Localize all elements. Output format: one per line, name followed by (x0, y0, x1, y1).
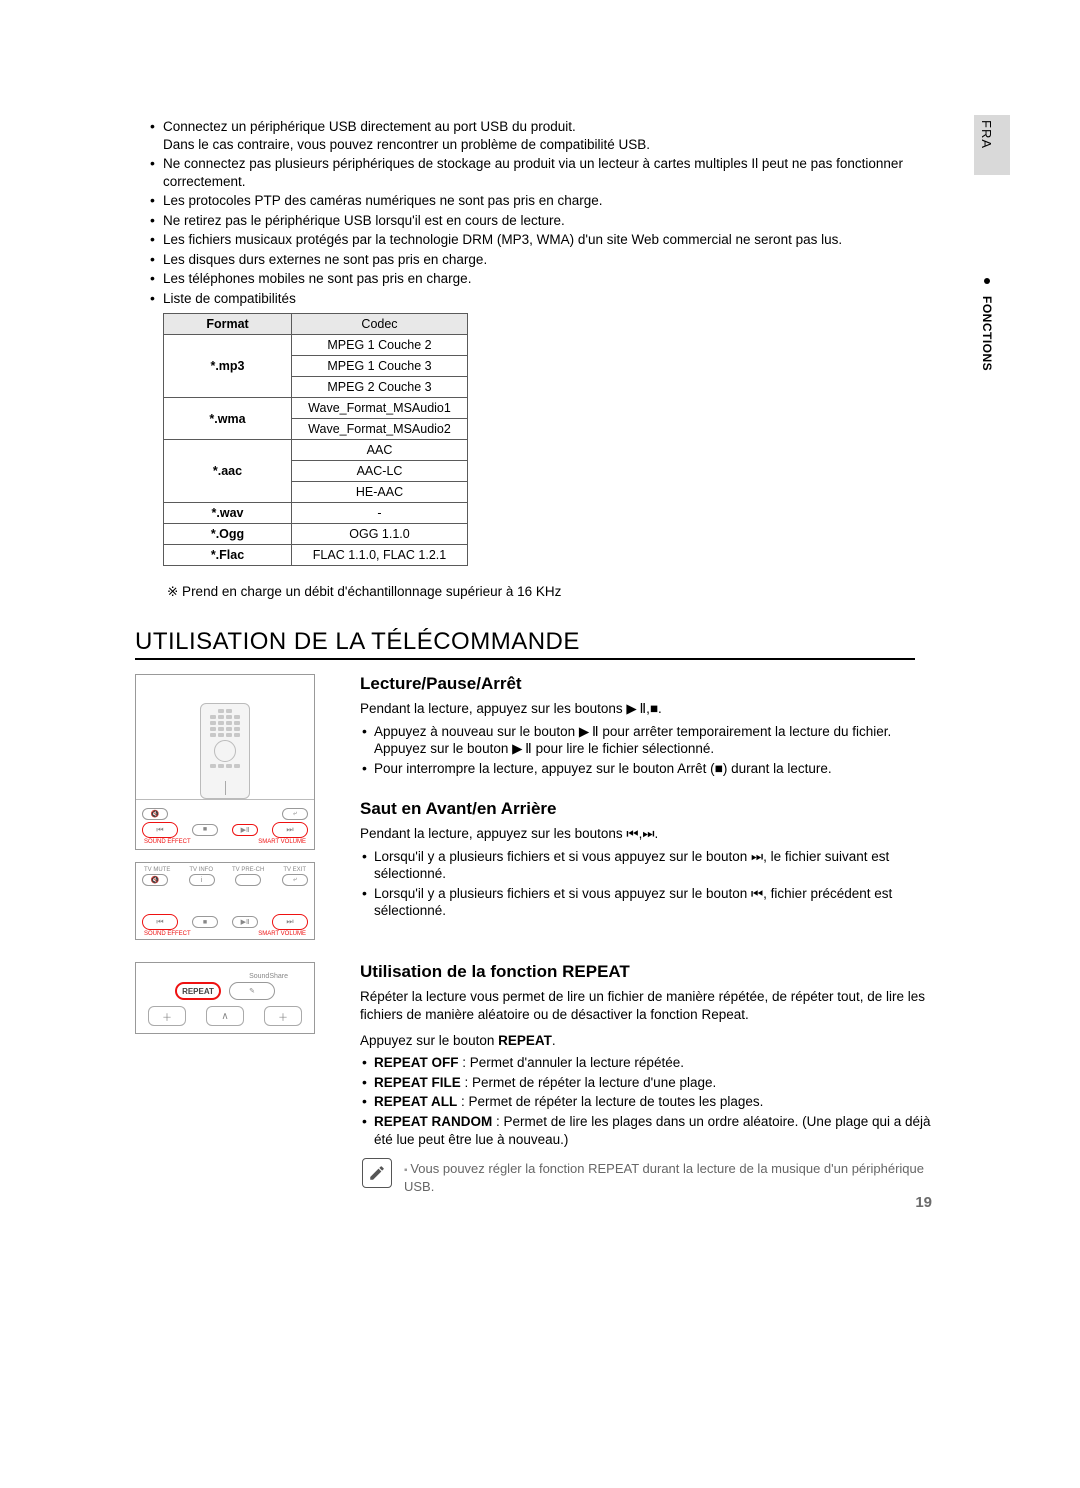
tv-buttons-illustration: TV MUTE TV INFO TV PRE-CH TV EXIT 🔇 i ⤶ (135, 862, 315, 940)
list-item: Lorsqu'il y a plusieurs fichiers et si v… (374, 885, 935, 920)
tv-exit-icon: ⤶ (282, 874, 308, 886)
sidebar-lang: FRA (979, 120, 994, 149)
top-bullet-item: Connectez un périphérique USB directemen… (163, 118, 935, 153)
compat-table: Format Codec *.mp3MPEG 1 Couche 2MPEG 1 … (163, 313, 468, 566)
codec-cell: MPEG 1 Couche 2 (292, 335, 468, 356)
list-item: Lorsqu'il y a plusieurs fichiers et si v… (374, 848, 935, 883)
codec-cell: FLAC 1.1.0, FLAC 1.2.1 (292, 545, 468, 566)
list-item: Appuyez à nouveau sur le bouton ▶ Ⅱ pour… (374, 723, 935, 758)
next-icon: ⏭ (272, 822, 308, 838)
page-title: UTILISATION DE LA TÉLÉCOMMANDE (135, 628, 935, 656)
mute-icon: 🔇 (142, 808, 168, 820)
tv-mute-icon: 🔇 (142, 874, 168, 886)
sidebar-section: FONCTIONS (980, 296, 994, 371)
table-row: *.wav- (164, 503, 468, 524)
repeat-note-text: Vous pouvez régler la fonction REPEAT du… (404, 1158, 935, 1195)
top-bullet-list: Connectez un périphérique USB directemen… (135, 118, 935, 307)
play-pause-icon-2: ▶Ⅱ (232, 916, 258, 928)
prev-icon: ⏮ (142, 822, 178, 838)
plus-icon-right: ＋ (264, 1006, 302, 1026)
up-chevron-icon: ∧ (206, 1006, 244, 1026)
title-rule (135, 658, 915, 660)
zoom-label-right: SMART VOLUME (258, 839, 306, 845)
sect3-lead: Répéter la lecture vous permet de lire u… (360, 988, 935, 1024)
codec-cell: AAC-LC (292, 461, 468, 482)
sect3-title: Utilisation de la fonction REPEAT (360, 962, 935, 982)
stop-icon: ■ (192, 824, 218, 836)
tv-label-mute: TV MUTE (144, 867, 170, 873)
top-bullet-item: Ne connectez pas plusieurs périphériques… (163, 155, 935, 190)
zoom-label-left-2: SOUND EFFECT (144, 931, 191, 937)
codec-cell: AAC (292, 440, 468, 461)
top-bullet-item: Les téléphones mobiles ne sont pas pris … (163, 270, 935, 288)
repeat-button-icon: REPEAT (175, 982, 221, 1000)
table-row: *.mp3MPEG 1 Couche 2 (164, 335, 468, 356)
table-row: *.wmaWave_Format_MSAudio1 (164, 398, 468, 419)
prev-icon-2: ⏮ (142, 914, 178, 930)
soundshare-label: SoundShare (249, 973, 288, 980)
codec-cell: MPEG 1 Couche 3 (292, 356, 468, 377)
pencil-icon (362, 1158, 392, 1188)
codec-cell: - (292, 503, 468, 524)
top-bullet-item: Ne retirez pas le périphérique USB lorsq… (163, 212, 935, 230)
sidebar-dot (984, 278, 990, 284)
format-cell: *.Ogg (164, 524, 292, 545)
table-footnote: ※ Prend en charge un débit d'échantillon… (167, 584, 935, 600)
th-codec: Codec (292, 314, 468, 335)
list-item: REPEAT OFF : Permet d'annuler la lecture… (374, 1054, 935, 1072)
codec-cell: OGG 1.1.0 (292, 524, 468, 545)
table-row: *.aacAAC (164, 440, 468, 461)
page-number: 19 (915, 1194, 932, 1211)
tv-prech-icon (235, 874, 261, 886)
sect3-press: Appuyez sur le bouton REPEAT. (360, 1032, 935, 1050)
repeat-note: Vous pouvez régler la fonction REPEAT du… (360, 1158, 935, 1195)
soundshare-button-icon: ✎ (229, 982, 275, 1000)
top-bullet-item: Liste de compatibilités (163, 290, 935, 308)
remote-illustration: 🔇 ⤶ ⏮ ■ ▶Ⅱ ⏭ SOUND EFFECT SMART VOLUME (135, 674, 315, 850)
section-repeat: Utilisation de la fonction REPEAT Répéte… (360, 962, 935, 1195)
sect1-lead: Pendant la lecture, appuyez sur les bout… (360, 700, 935, 718)
list-item: REPEAT ALL : Permet de répéter la lectur… (374, 1093, 935, 1111)
repeat-illustration: SoundShare REPEAT ✎ ＋ ∧ ＋ (135, 962, 315, 1034)
codec-cell: Wave_Format_MSAudio2 (292, 419, 468, 440)
sect1-title: Lecture/Pause/Arrêt (360, 674, 935, 694)
tv-info-icon: i (189, 874, 215, 886)
list-item: REPEAT RANDOM : Permet de lire les plage… (374, 1113, 935, 1148)
tv-label-info: TV INFO (189, 867, 213, 873)
format-cell: *.wma (164, 398, 292, 440)
next-icon-2: ⏭ (272, 914, 308, 930)
format-cell: *.Flac (164, 545, 292, 566)
codec-cell: HE-AAC (292, 482, 468, 503)
list-item: REPEAT FILE : Permet de répéter la lectu… (374, 1074, 935, 1092)
zoom-label-right-2: SMART VOLUME (258, 931, 306, 937)
top-bullet-item: Les protocoles PTP des caméras numérique… (163, 192, 935, 210)
format-cell: *.wav (164, 503, 292, 524)
format-cell: *.mp3 (164, 335, 292, 398)
sect2-lead: Pendant la lecture, appuyez sur les bout… (360, 825, 935, 843)
play-pause-icon: ▶Ⅱ (232, 824, 258, 836)
exit-icon: ⤶ (282, 808, 308, 820)
tv-label-prech: TV PRE-CH (232, 867, 264, 873)
stop-icon-2: ■ (192, 916, 218, 928)
th-format: Format (164, 314, 292, 335)
top-bullet-item: Les disques durs externes ne sont pas pr… (163, 251, 935, 269)
top-bullet-item: Les fichiers musicaux protégés par la te… (163, 231, 935, 249)
section-skip: Saut en Avant/en Arrière Pendant la lect… (360, 799, 935, 919)
section-play-pause: Lecture/Pause/Arrêt Pendant la lecture, … (360, 674, 935, 777)
table-row: *.OggOGG 1.1.0 (164, 524, 468, 545)
tv-label-exit: TV EXIT (283, 867, 306, 873)
format-cell: *.aac (164, 440, 292, 503)
codec-cell: MPEG 2 Couche 3 (292, 377, 468, 398)
plus-icon-left: ＋ (148, 1006, 186, 1026)
list-item: Pour interrompre la lecture, appuyez sur… (374, 760, 935, 778)
codec-cell: Wave_Format_MSAudio1 (292, 398, 468, 419)
table-row: *.FlacFLAC 1.1.0, FLAC 1.2.1 (164, 545, 468, 566)
sect2-title: Saut en Avant/en Arrière (360, 799, 935, 819)
zoom-label-left: SOUND EFFECT (144, 839, 191, 845)
